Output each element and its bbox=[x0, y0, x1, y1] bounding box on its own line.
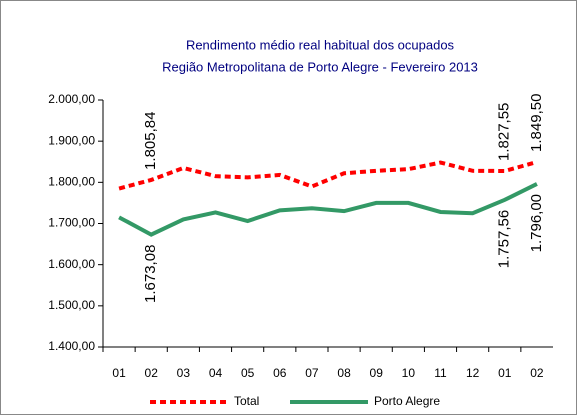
x-tick-label: 01 bbox=[498, 366, 512, 380]
legend-label: Porto Alegre bbox=[374, 394, 440, 408]
value-label: 1.827,55 bbox=[496, 103, 513, 161]
series-line bbox=[118, 182, 538, 237]
x-tick-label: 11 bbox=[434, 366, 447, 380]
chart-title: Rendimento médio real habitual dos ocupa… bbox=[186, 37, 455, 52]
x-tick-label: 02 bbox=[530, 366, 544, 380]
y-tick-label: 2.000,00 bbox=[48, 92, 95, 106]
x-tick-label: 05 bbox=[241, 366, 255, 380]
y-tick-label: 1.400,00 bbox=[48, 339, 95, 353]
y-tick-label: 1.900,00 bbox=[48, 133, 95, 147]
x-tick-label: 02 bbox=[145, 366, 159, 380]
x-tick-label: 09 bbox=[370, 366, 384, 380]
value-label: 1.849,50 bbox=[528, 94, 545, 152]
series-line bbox=[118, 160, 538, 191]
legend-label: Total bbox=[234, 394, 259, 408]
x-tick-label: 10 bbox=[402, 366, 416, 380]
y-tick-label: 1.800,00 bbox=[48, 175, 95, 189]
value-label: 1.805,84 bbox=[142, 112, 159, 170]
value-label: 1.796,00 bbox=[528, 194, 545, 252]
value-label: 1.757,56 bbox=[496, 210, 513, 268]
x-tick-label: 06 bbox=[273, 366, 287, 380]
value-label: 1.673,08 bbox=[142, 245, 159, 303]
x-tick-label: 12 bbox=[466, 366, 480, 380]
y-tick-label: 1.600,00 bbox=[48, 257, 95, 271]
x-tick-label: 01 bbox=[112, 366, 126, 380]
x-tick-label: 04 bbox=[209, 366, 223, 380]
x-tick-label: 07 bbox=[305, 366, 319, 380]
x-tick-label: 03 bbox=[177, 366, 191, 380]
y-tick-label: 1.500,00 bbox=[48, 298, 95, 312]
y-tick-label: 1.700,00 bbox=[48, 216, 95, 230]
x-tick-label: 08 bbox=[337, 366, 351, 380]
chart-subtitle: Região Metropolitana de Porto Alegre - F… bbox=[162, 59, 478, 74]
